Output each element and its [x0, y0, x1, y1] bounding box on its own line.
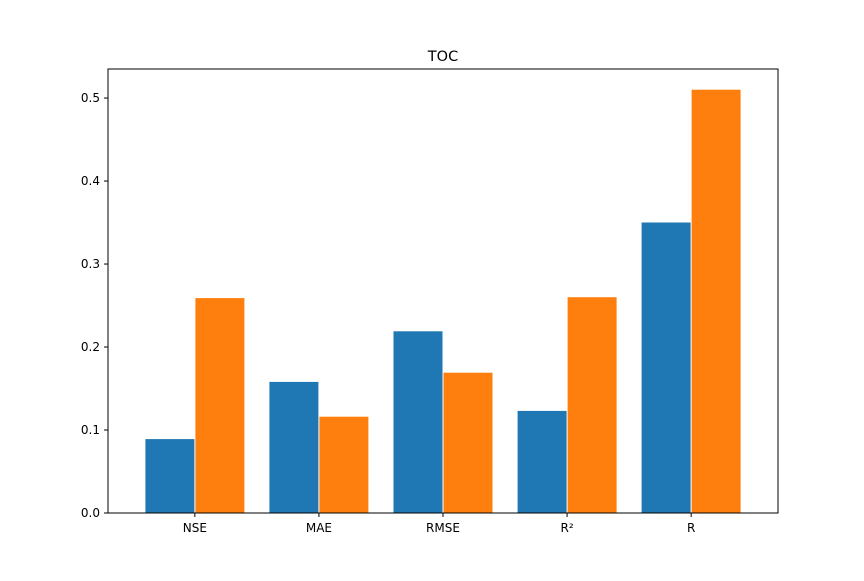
x-tick-label: MAE — [306, 521, 332, 535]
bar-series1-R² — [517, 410, 567, 513]
bar-series1-RMSE — [393, 331, 443, 513]
bar-series2-R — [691, 89, 741, 513]
y-tick-label: 0.0 — [81, 506, 100, 520]
bar-series2-MAE — [319, 416, 369, 513]
bars-group — [145, 89, 741, 513]
chart-title: TOC — [427, 49, 458, 65]
plot-area-frame — [107, 68, 779, 514]
bar-series1-NSE — [145, 439, 195, 513]
y-tick-label: 0.1 — [81, 423, 100, 437]
bar-series1-MAE — [269, 381, 319, 513]
bar-series2-NSE — [195, 298, 245, 513]
y-tick-label: 0.3 — [81, 257, 100, 271]
x-tick-label: RMSE — [426, 521, 460, 535]
x-tick-label: NSE — [183, 521, 207, 535]
x-tick-label: R² — [560, 521, 573, 535]
y-axis: 0.0 0.1 0.2 0.3 0.4 0.5 — [81, 91, 108, 520]
x-axis: NSE MAE RMSE R² R — [183, 513, 695, 535]
y-tick-label: 0.2 — [81, 340, 100, 354]
bar-series1-R — [641, 222, 691, 513]
bar-series2-R² — [567, 297, 617, 513]
y-tick-label: 0.4 — [81, 174, 100, 188]
bar-series2-RMSE — [443, 372, 493, 513]
x-tick-label: R — [687, 521, 695, 535]
y-tick-label: 0.5 — [81, 91, 100, 105]
